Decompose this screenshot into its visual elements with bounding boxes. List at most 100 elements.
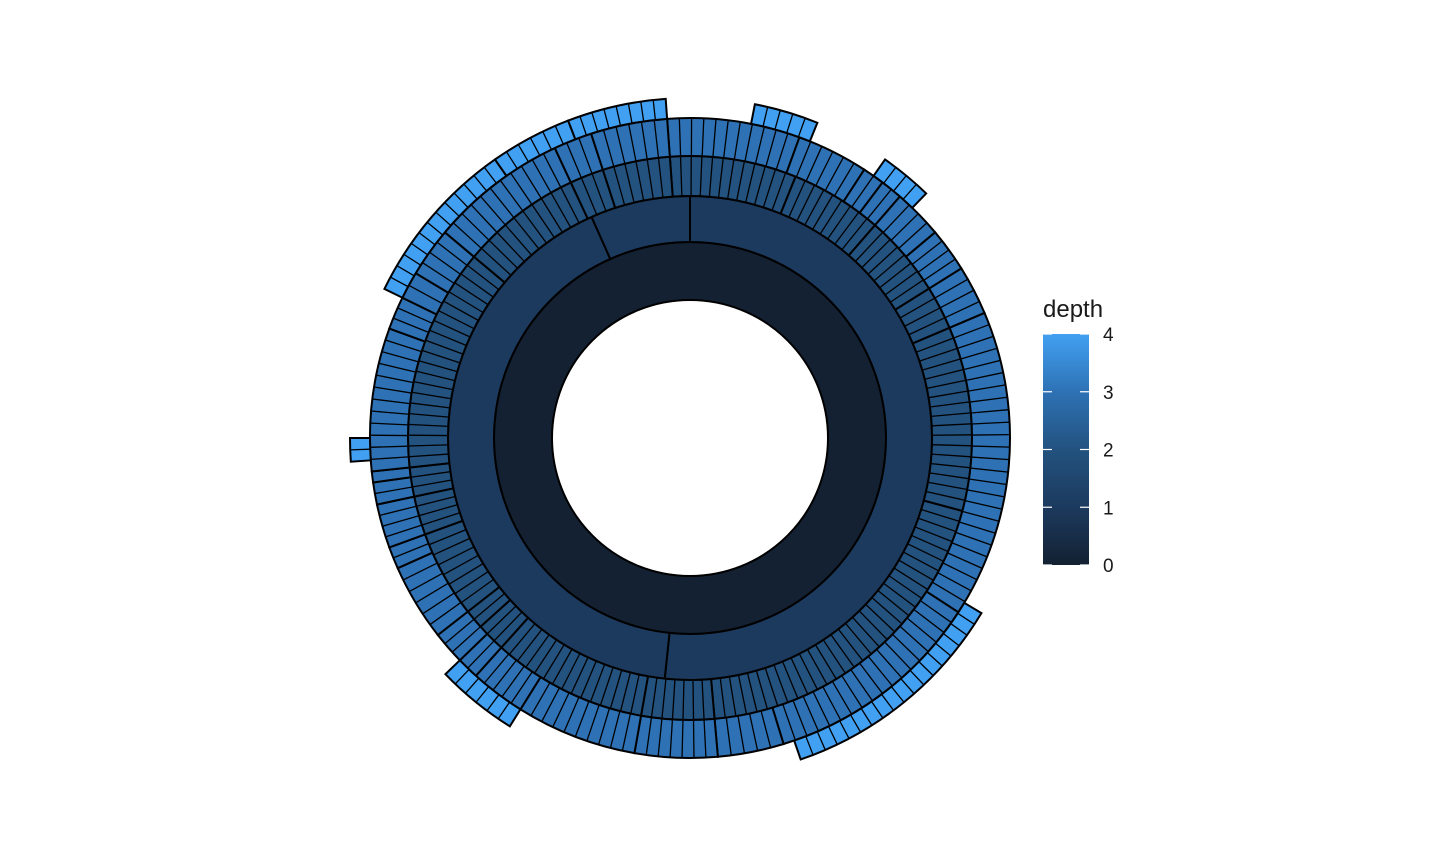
leaf-divider	[845, 622, 872, 655]
leaf-divider	[504, 224, 533, 256]
leaf-divider	[822, 686, 842, 721]
leaf-divider	[782, 704, 796, 741]
leaf-divider	[764, 667, 779, 707]
leaf-divider	[529, 137, 541, 156]
leaf-divider	[873, 254, 905, 282]
leaf-divider	[923, 258, 956, 281]
leaf-divider	[531, 204, 555, 238]
leaf-divider	[448, 291, 484, 314]
leaf-divider	[744, 124, 753, 162]
leaf-divider	[827, 205, 851, 240]
leaf-divider	[408, 413, 449, 418]
leaf-divider	[805, 736, 814, 756]
leaf-divider	[371, 410, 410, 415]
leaf-divider	[928, 390, 969, 399]
leaf-divider	[884, 641, 912, 670]
leaf-divider	[397, 307, 433, 324]
leaf-divider	[679, 156, 683, 197]
leaf-divider	[570, 657, 589, 694]
leaf-divider	[591, 173, 607, 212]
leaf-divider	[903, 551, 940, 572]
leaf-divider	[877, 589, 910, 617]
leaf-divider	[486, 694, 500, 712]
leaf-divider	[815, 151, 834, 186]
leaf-divider	[479, 195, 506, 226]
leaf-divider	[765, 129, 777, 167]
leaf-divider	[736, 161, 746, 201]
leaf-divider	[385, 524, 423, 538]
leaf-divider	[410, 242, 428, 256]
leaf-divider	[615, 126, 626, 164]
leaf-divider	[964, 500, 1003, 510]
leaf-divider	[454, 571, 489, 595]
leaf-divider	[408, 284, 443, 305]
leaf-divider	[914, 526, 953, 543]
leaf-divider	[374, 486, 413, 495]
leaf-divider	[653, 119, 660, 158]
leaf-divider	[753, 166, 766, 205]
leaf-divider	[830, 634, 855, 668]
leaf-divider	[860, 708, 873, 726]
leaf-divider	[917, 249, 950, 273]
leaf-divider	[963, 359, 1001, 371]
leaf-divider	[408, 453, 449, 458]
leaf-divider	[550, 192, 572, 228]
leaf-divider	[508, 623, 536, 655]
leaf-divider	[451, 626, 481, 653]
leaf-divider	[379, 505, 417, 517]
leaf-divider	[828, 726, 838, 745]
leaf-divider	[522, 210, 548, 244]
leaf-divider	[939, 289, 975, 309]
leaf-divider	[841, 218, 868, 251]
leaf-divider	[717, 157, 724, 198]
leaf-divider	[483, 166, 497, 184]
leaf-divider	[748, 713, 759, 751]
leaf-divider	[579, 116, 588, 136]
leaf-divider	[408, 572, 443, 593]
leaf-divider	[890, 213, 919, 241]
leaf-divider	[746, 672, 758, 713]
leaf-divider	[574, 701, 590, 737]
leaf-divider	[435, 211, 452, 226]
leaf-divider	[921, 508, 960, 522]
leaf-divider	[922, 358, 961, 371]
leaf-divider	[566, 142, 582, 179]
leaf-divider	[624, 163, 635, 203]
leaf-divider	[516, 628, 543, 662]
leaf-divider	[501, 665, 525, 698]
leaf-divider	[464, 677, 480, 694]
leaf-divider	[552, 692, 570, 728]
leaf-divider	[650, 677, 658, 718]
leaf-divider	[560, 187, 580, 224]
leaf-divider	[433, 537, 471, 556]
leaf-divider	[871, 597, 903, 625]
leaf-divider	[881, 693, 895, 711]
leaf-divider	[473, 175, 488, 192]
leaf-divider	[421, 512, 461, 526]
leaf-divider	[728, 676, 737, 717]
leaf-divider	[774, 110, 781, 130]
leaf-divider	[393, 543, 429, 559]
leaf-divider	[937, 572, 972, 592]
leaf-divider	[370, 456, 409, 461]
leaf-divider	[893, 175, 907, 192]
leaf-divider	[849, 714, 862, 733]
leaf-divider	[463, 183, 478, 200]
leaf-divider	[851, 175, 875, 208]
leaf-divider	[415, 370, 456, 382]
leaf-divider	[396, 265, 415, 277]
leaf-divider	[911, 240, 943, 265]
leaf-divider	[805, 146, 823, 182]
leaf-divider	[904, 307, 941, 327]
leaf-divider	[599, 667, 614, 706]
leaf-divider	[962, 510, 1000, 522]
leaf-divider	[497, 701, 511, 720]
leaf-divider	[381, 350, 419, 363]
leaf-divider	[967, 489, 1005, 498]
leaf-divider	[971, 421, 1010, 425]
leaf-divider	[681, 719, 684, 758]
leaf-divider	[882, 204, 910, 234]
leaf-divider	[454, 669, 470, 685]
leaf-divider	[931, 444, 972, 447]
leaf-divider	[429, 329, 467, 347]
